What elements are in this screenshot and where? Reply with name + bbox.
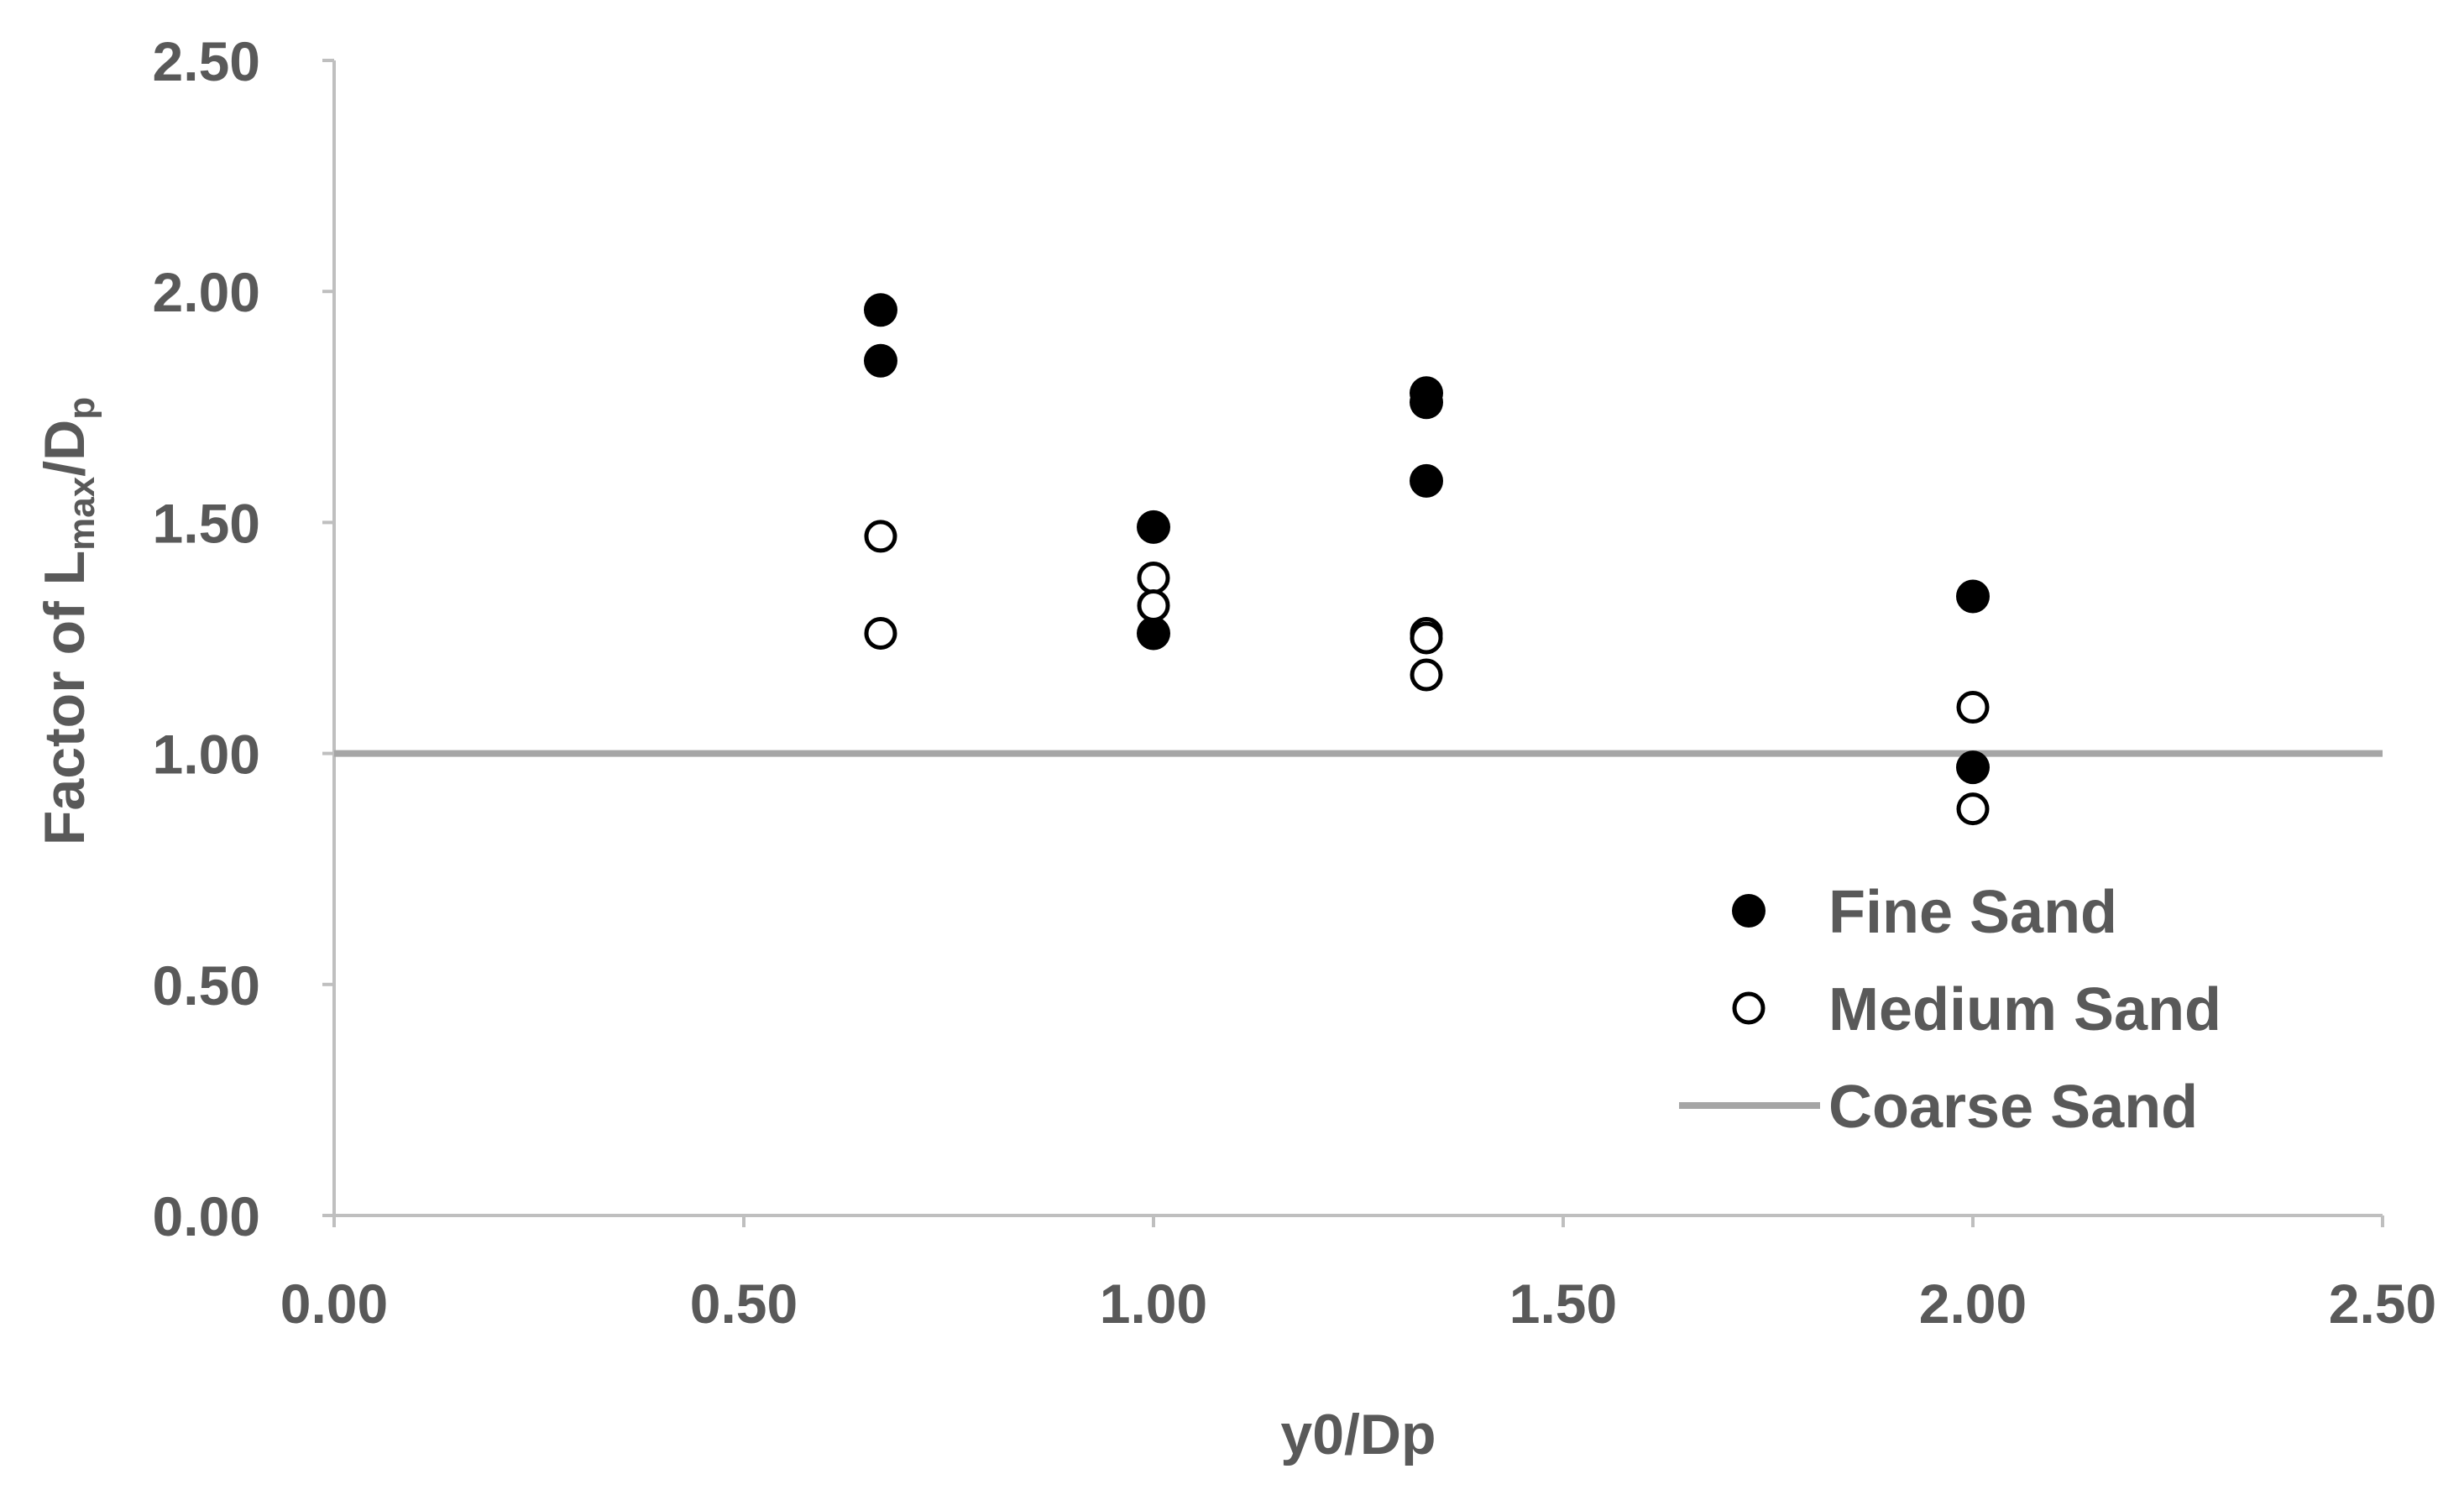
x-tick-label: 1.00: [1100, 1273, 1207, 1335]
x-tick-label: 0.00: [280, 1273, 388, 1335]
y-axis-title-mid: /D: [33, 420, 97, 477]
fine-sand-point: [863, 293, 897, 327]
medium-sand-point: [864, 520, 897, 553]
y-axis-ticks: 0.00 0.50 1.00 1.50 2.00 2.50: [153, 30, 334, 1247]
x-axis-ticks: 0.00 0.50 1.00 1.50 2.00 2.50: [280, 1215, 2436, 1335]
fine-sand-point: [863, 343, 897, 378]
fine-sand-legend-marker: [1732, 894, 1766, 928]
medium-sand-point: [1410, 621, 1443, 655]
fine-sand-point: [1956, 579, 1990, 614]
x-tick-label: 2.00: [1919, 1273, 2027, 1335]
medium-sand-legend-marker: [1732, 991, 1766, 1025]
medium-sand-legend-label: Medium Sand: [1828, 976, 2221, 1043]
y-axis-title-sub1: max: [61, 476, 102, 551]
legend: Fine Sand Medium Sand Coarse Sand: [1679, 879, 2221, 1141]
fine-sand-legend-label: Fine Sand: [1828, 879, 2117, 946]
medium-sand-point: [1137, 561, 1170, 594]
medium-sand-point: [1137, 588, 1170, 622]
medium-sand-point: [1410, 658, 1443, 692]
fine-sand-point: [1410, 463, 1444, 498]
y-axis-title-sub2: p: [61, 397, 102, 420]
y-tick-label: 0.50: [153, 954, 260, 1017]
fine-sand-point: [1410, 385, 1444, 420]
y-tick-label: 2.00: [153, 261, 260, 323]
x-tick-label: 0.50: [690, 1273, 798, 1335]
y-tick-label: 2.50: [153, 30, 260, 92]
y-axis-title-prefix: Factor of L: [33, 551, 97, 845]
medium-sand-point: [1956, 691, 1990, 724]
coarse-sand-legend-label: Coarse Sand: [1828, 1074, 2198, 1141]
fine-sand-point: [1137, 510, 1170, 544]
y-tick-label: 0.00: [153, 1185, 260, 1247]
y-axis-title: Factor of Lmax/Dp: [33, 397, 102, 845]
data-points: [863, 293, 1990, 826]
y-tick-label: 1.50: [153, 492, 260, 554]
fine-sand-point: [1137, 616, 1170, 651]
fine-sand-point: [1956, 750, 1990, 785]
medium-sand-point: [864, 616, 897, 650]
x-tick-label: 2.50: [2329, 1273, 2436, 1335]
x-axis-title: y0/Dp: [1280, 1403, 1436, 1466]
medium-sand-point: [1956, 792, 1990, 826]
x-tick-label: 1.50: [1509, 1273, 1617, 1335]
axes: [332, 60, 2383, 1217]
y-tick-label: 1.00: [153, 724, 260, 786]
